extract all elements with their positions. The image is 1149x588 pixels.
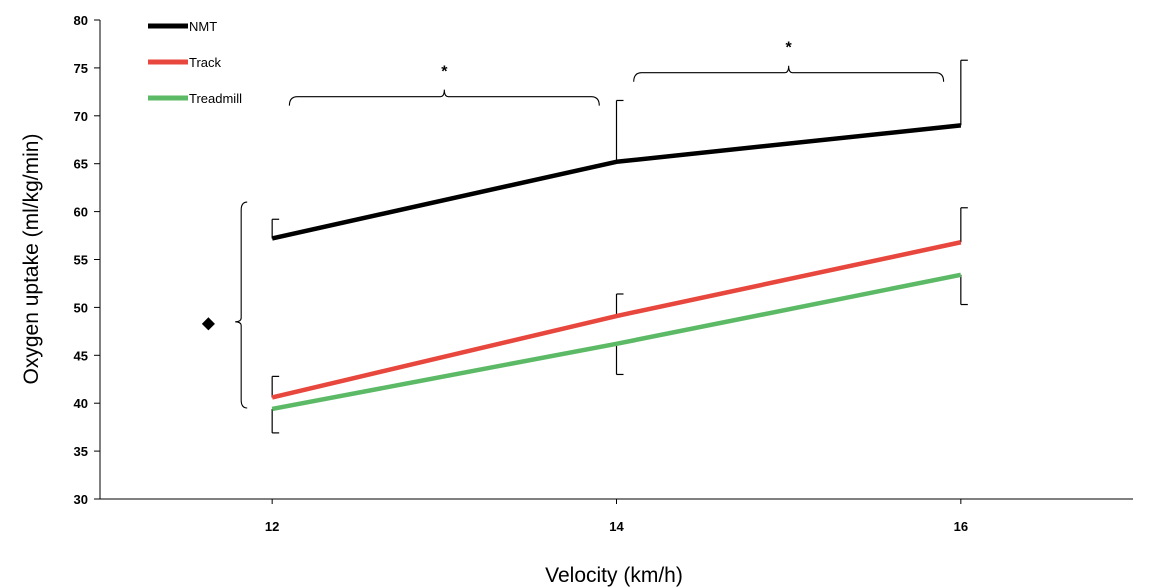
y-tick-label: 75 <box>74 61 88 76</box>
y-tick-label: 35 <box>74 444 88 459</box>
series-line-treadmill <box>271 272 962 412</box>
y-tick-label: 70 <box>74 109 88 124</box>
y-tick-label: 45 <box>74 348 88 363</box>
group-brace <box>235 201 248 409</box>
x-axis-title: Velocity (km/h) <box>545 564 683 587</box>
y-axis-title: Oxygen uptake (ml/kg/min) <box>20 134 43 385</box>
y-tick-label: 60 <box>74 205 88 220</box>
significance-asterisk: * <box>441 64 448 81</box>
legend: NMT Track Treadmill <box>148 19 242 106</box>
y-tick-label: 65 <box>74 157 88 172</box>
legend-label: Treadmill <box>189 91 242 106</box>
y-tick-label: 30 <box>74 492 88 507</box>
significance-brace <box>288 89 600 106</box>
legend-label: NMT <box>189 19 217 34</box>
significance-brace <box>633 65 945 82</box>
series-group <box>271 59 968 434</box>
axes <box>99 20 1133 500</box>
legend-label: Track <box>189 55 222 70</box>
series-line-nmt <box>271 123 962 241</box>
significance-asterisk: * <box>786 40 793 57</box>
y-ticks: 30 35 40 45 50 55 60 65 70 75 80 <box>74 13 100 507</box>
y-tick-label: 80 <box>74 13 88 28</box>
y-tick-label: 50 <box>74 300 88 315</box>
x-tick-label: 12 <box>265 519 279 534</box>
diamond-marker: ◆ <box>201 315 215 332</box>
x-tick-label: 14 <box>609 519 624 534</box>
y-tick-label: 40 <box>74 396 88 411</box>
y-tick-label: 55 <box>74 253 88 268</box>
x-tick-label: 16 <box>954 519 968 534</box>
annotations: * * ◆ <box>201 40 945 409</box>
x-ticks: 12 14 16 <box>265 499 968 534</box>
series-line-track <box>271 240 962 400</box>
